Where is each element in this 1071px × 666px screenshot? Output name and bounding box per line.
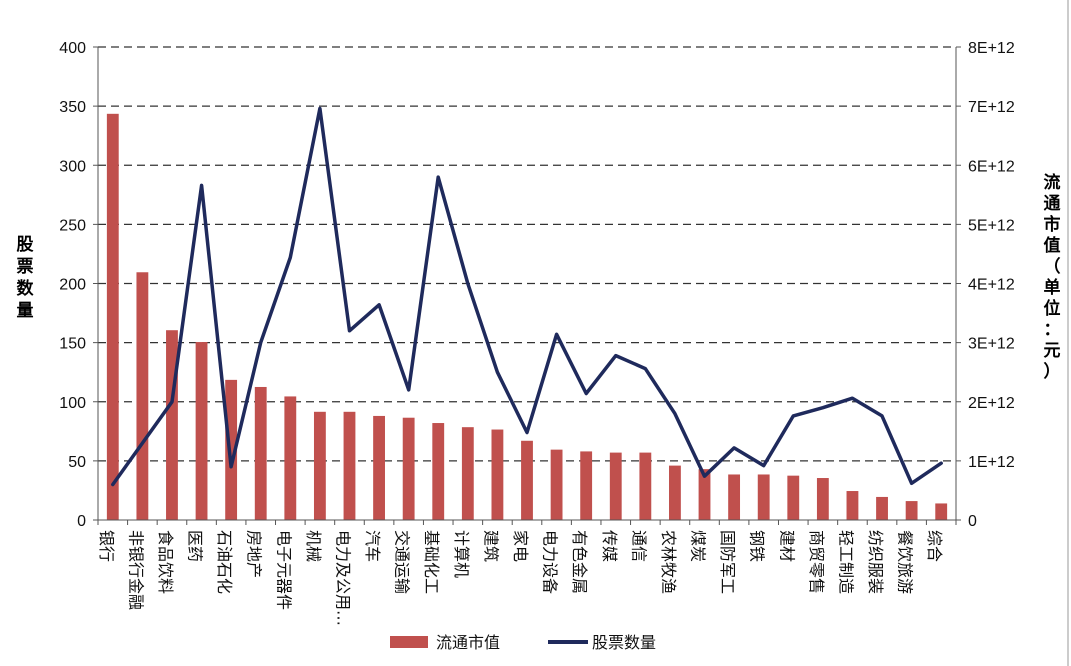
right-tick-label: 3E+12	[968, 336, 1015, 353]
bar-纺织服装	[876, 496, 888, 520]
legend-swatch-market-value	[390, 636, 428, 648]
category-label: 房地产	[245, 530, 264, 578]
bar-电力设备	[550, 449, 563, 520]
category-label: 非银行金融	[126, 530, 145, 610]
category-label: 农林牧渔	[659, 530, 678, 594]
category-label: 餐饮旅游	[896, 530, 915, 594]
right-axis-ticks: 0 1E+12 2E+12 3E+12 4E+12 5E+12 6E+12 7E+12 8E+1…	[968, 40, 1015, 530]
right-tick-label: 7E+12	[968, 99, 1015, 116]
left-tick-label: 0	[77, 513, 86, 530]
left-tick-label: 100	[59, 395, 86, 412]
category-label: 传媒	[600, 530, 619, 562]
left-axis-ticks: 0 50 100 150 200 250 300 350 400	[59, 40, 86, 530]
legend: 流通市值 股票数量	[390, 633, 656, 652]
bar-轻工制造	[846, 491, 859, 520]
category-label: 电力设备	[541, 530, 560, 594]
category-label: 通信	[629, 530, 648, 562]
axis-titles: 股票数量 流通市值（单位：元）	[17, 172, 1061, 382]
left-tick-label: 200	[59, 277, 86, 294]
legend-label-stock-count: 股票数量	[592, 633, 656, 652]
left-tick-label: 50	[68, 454, 86, 471]
right-tick-label: 6E+12	[968, 158, 1015, 175]
bar-series-market-value	[106, 113, 948, 520]
category-label: 食品饮料	[156, 530, 175, 594]
left-tick-label: 250	[59, 217, 86, 234]
bar-食品饮料	[166, 330, 178, 520]
left-tick-label: 150	[59, 336, 86, 353]
category-label: 建筑	[481, 530, 500, 562]
bar-综合	[935, 503, 948, 520]
bar-煤炭	[698, 469, 711, 520]
bar-银行	[106, 113, 119, 520]
category-label: 纺织服装	[866, 530, 885, 594]
bar-石油石化	[225, 379, 238, 520]
left-tick-label: 350	[59, 99, 86, 116]
bar-传媒	[609, 452, 622, 520]
left-tick-label: 300	[59, 158, 86, 175]
category-label: 钢铁	[748, 530, 767, 562]
bar-有色金属	[580, 451, 593, 520]
bar-电力及公用…	[343, 411, 356, 520]
left-axis-title: 股票数量	[17, 235, 35, 321]
right-tick-label: 0	[968, 513, 977, 530]
category-label: 轻工制造	[836, 530, 855, 594]
line-series-stock-count	[111, 106, 943, 487]
legend-label-market-value: 流通市值	[436, 633, 500, 652]
category-label: 商贸零售	[807, 530, 826, 594]
bar-通信	[639, 452, 652, 520]
bar-家电	[521, 440, 533, 520]
category-label: 电力及公用…	[333, 530, 352, 626]
bar-医药	[195, 342, 208, 520]
bar-建筑	[491, 429, 504, 520]
category-labels: 银行 非银行金融 食品饮料 医药 石油石化 房地产 电子元器件 机械 电力及公用… 汽车 交通运输基…	[97, 530, 944, 626]
right-tick-label: 8E+12	[968, 40, 1015, 57]
category-label: 石油石化	[215, 530, 234, 594]
bar-餐饮旅游	[905, 501, 918, 520]
right-axis-title: 流通市值（单位：元）	[1044, 172, 1061, 382]
category-label: 建材	[777, 530, 796, 562]
bar-农林牧渔	[669, 465, 681, 520]
bar-国防军工	[728, 474, 741, 520]
axes	[93, 0, 1069, 666]
bar-非银行金融	[136, 272, 149, 520]
category-label: 有色金属	[570, 530, 589, 594]
category-label: 机械	[304, 530, 323, 562]
category-label: 电子元器件	[274, 530, 293, 610]
category-label: 国防军工	[718, 530, 737, 594]
right-tick-label: 4E+12	[968, 277, 1015, 294]
gridlines	[98, 46, 956, 462]
category-label: 银行	[97, 530, 116, 562]
bar-房地产	[254, 386, 267, 520]
bar-钢铁	[757, 474, 770, 520]
category-label: 交通运输	[393, 530, 412, 594]
bar-电子元器件	[284, 396, 297, 520]
bar-交通运输	[402, 417, 415, 520]
bar-商贸零售	[816, 478, 829, 520]
bar-基础化工	[432, 423, 445, 520]
category-label: 家电	[511, 530, 530, 562]
category-label: 汽车	[363, 530, 382, 562]
category-label: 医药	[186, 530, 205, 562]
bar-计算机	[461, 427, 474, 520]
bar-机械	[313, 411, 326, 520]
category-label: 基础化工	[422, 530, 441, 594]
category-label: 煤炭	[689, 530, 708, 562]
left-tick-label: 400	[59, 40, 86, 57]
right-tick-label: 2E+12	[968, 395, 1015, 412]
right-tick-label: 5E+12	[968, 217, 1015, 234]
bar-建材	[787, 475, 800, 520]
right-tick-label: 1E+12	[968, 454, 1015, 471]
category-label: 综合	[925, 530, 944, 562]
category-label: 计算机	[452, 530, 471, 578]
bar-汽车	[373, 415, 385, 520]
